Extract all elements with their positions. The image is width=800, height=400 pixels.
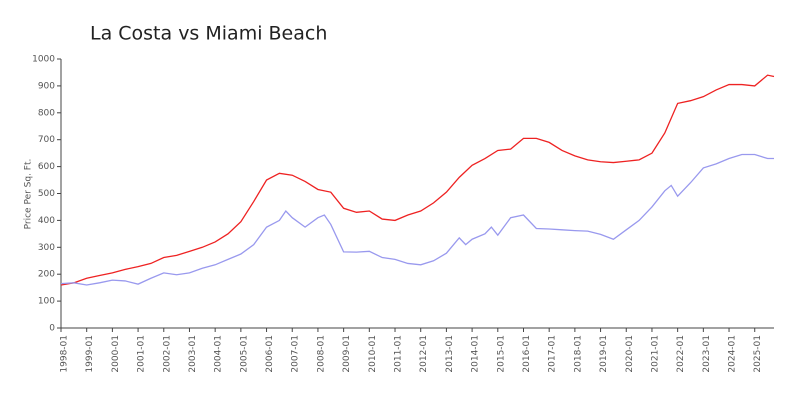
y-tick-label: 1000 bbox=[32, 55, 55, 65]
x-tick-label: 2019-01 bbox=[599, 335, 609, 373]
y-tick-label: 700 bbox=[38, 135, 55, 145]
x-tick-label: 2025-01 bbox=[753, 335, 763, 373]
x-tick-label: 2013-01 bbox=[445, 335, 455, 373]
y-tick-label: 500 bbox=[38, 189, 55, 199]
data-line bbox=[60, 74, 775, 286]
y-tick-label: 200 bbox=[38, 270, 55, 280]
x-tick-label: 2016-01 bbox=[522, 335, 532, 373]
x-tick-label: 2006-01 bbox=[265, 335, 275, 373]
y-tick-label: 800 bbox=[38, 108, 55, 118]
x-tick-label: 1998-01 bbox=[60, 335, 70, 373]
x-tick-label: 2004-01 bbox=[214, 335, 224, 373]
x-tick-label: 2003-01 bbox=[188, 335, 198, 373]
x-tick-label: 2001-01 bbox=[137, 335, 147, 373]
x-tick-label: 2010-01 bbox=[368, 335, 378, 373]
x-tick-label: 2018-01 bbox=[573, 335, 583, 373]
x-tick-label: 2022-01 bbox=[676, 335, 686, 373]
x-tick-label: 2024-01 bbox=[728, 335, 738, 373]
y-tick-label: 300 bbox=[38, 243, 55, 253]
x-tick-label: 2007-01 bbox=[291, 335, 301, 373]
x-tick-label: 2005-01 bbox=[239, 335, 249, 373]
x-tick-label: 2014-01 bbox=[471, 335, 481, 373]
y-tick-label: 400 bbox=[38, 216, 55, 226]
x-tick-label: 1999-01 bbox=[85, 335, 95, 373]
x-tick-label: 2011-01 bbox=[394, 335, 404, 373]
x-tick-label: 2023-01 bbox=[702, 335, 712, 373]
x-tick-label: 2012-01 bbox=[419, 335, 429, 373]
y-tick-label: 100 bbox=[38, 297, 55, 307]
y-tick-label: 600 bbox=[38, 162, 55, 172]
x-tick-label: 2017-01 bbox=[548, 335, 558, 373]
x-tick-label: 2009-01 bbox=[342, 335, 352, 373]
x-tick-label: 2002-01 bbox=[162, 335, 172, 373]
y-axis-label: Price Per Sq. Ft. bbox=[24, 159, 34, 230]
chart-title: La Costa vs Miami Beach bbox=[90, 23, 327, 45]
x-tick-label: 2015-01 bbox=[496, 335, 506, 373]
x-tick-label: 2021-01 bbox=[650, 335, 660, 373]
x-tick-label: 2020-01 bbox=[625, 335, 635, 373]
data-line bbox=[60, 153, 774, 286]
y-tick-label: 900 bbox=[38, 81, 55, 91]
y-tick-label: 0 bbox=[49, 324, 55, 334]
x-tick-label: 2000-01 bbox=[111, 335, 121, 373]
x-tick-label: 2008-01 bbox=[316, 335, 326, 373]
